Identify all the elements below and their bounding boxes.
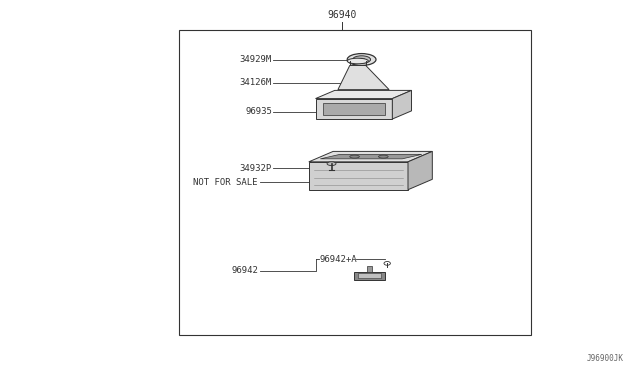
Ellipse shape bbox=[347, 79, 372, 86]
Text: 34929M: 34929M bbox=[240, 55, 272, 64]
Text: 96942+A: 96942+A bbox=[320, 255, 358, 264]
Polygon shape bbox=[316, 90, 412, 99]
Polygon shape bbox=[408, 151, 433, 190]
Text: J96900JK: J96900JK bbox=[587, 354, 624, 363]
Polygon shape bbox=[392, 90, 412, 119]
Ellipse shape bbox=[348, 58, 369, 64]
Polygon shape bbox=[323, 103, 385, 115]
Text: 96935: 96935 bbox=[245, 107, 272, 116]
Bar bbox=[354, 272, 385, 280]
Text: 96942: 96942 bbox=[231, 266, 258, 275]
Polygon shape bbox=[309, 162, 408, 190]
Ellipse shape bbox=[352, 81, 368, 85]
Bar bbox=[358, 273, 381, 278]
Ellipse shape bbox=[358, 58, 365, 61]
Polygon shape bbox=[309, 151, 433, 162]
Bar bbox=[367, 266, 372, 272]
Ellipse shape bbox=[384, 262, 390, 265]
Text: NOT FOR SALE: NOT FOR SALE bbox=[193, 178, 258, 187]
Polygon shape bbox=[321, 154, 422, 159]
Ellipse shape bbox=[327, 162, 336, 166]
Text: 34932P: 34932P bbox=[240, 164, 272, 173]
Ellipse shape bbox=[347, 54, 376, 65]
Text: 34126M: 34126M bbox=[240, 78, 272, 87]
Text: 96940: 96940 bbox=[328, 10, 357, 20]
Ellipse shape bbox=[379, 155, 388, 158]
Polygon shape bbox=[338, 65, 389, 90]
Polygon shape bbox=[316, 99, 392, 119]
Ellipse shape bbox=[350, 155, 360, 158]
Bar bbox=[179, 30, 531, 335]
Ellipse shape bbox=[353, 56, 371, 63]
